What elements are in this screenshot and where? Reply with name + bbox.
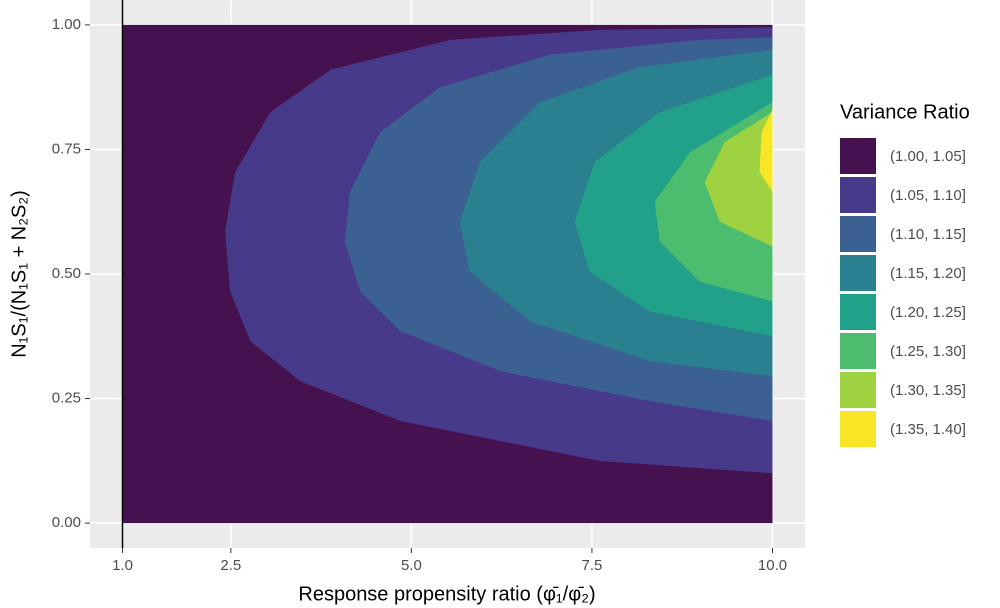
y-tick-label: 1.00 <box>52 16 81 33</box>
legend-label: (1.00, 1.05] <box>890 148 966 165</box>
legend-label: (1.15, 1.20] <box>890 265 966 282</box>
legend-key <box>840 177 876 213</box>
contour-band <box>759 109 773 192</box>
x-axis-title: Response propensity ratio (φ̄₁/φ̄₂) <box>298 583 595 605</box>
legend-label: (1.30, 1.35] <box>890 382 966 399</box>
legend-label: (1.10, 1.15] <box>890 226 966 243</box>
x-tick-label: 7.5 <box>582 557 603 574</box>
legend-label: (1.35, 1.40] <box>890 421 966 438</box>
legend-key <box>840 255 876 291</box>
y-tick-label: 0.25 <box>52 390 81 407</box>
y-tick-label: 0.50 <box>52 265 81 282</box>
x-tick-label: 10.0 <box>758 557 787 574</box>
y-tick-label: 0.75 <box>52 140 81 157</box>
y-axis-title: N₁S₁/(N₁S₁ + N₂S₂) <box>8 190 30 358</box>
y-tick-label: 0.00 <box>52 514 81 531</box>
contour-band <box>704 112 773 247</box>
legend-key <box>840 294 876 330</box>
legend-label: (1.20, 1.25] <box>890 304 966 321</box>
legend-label: (1.05, 1.10] <box>890 187 966 204</box>
legend-key <box>840 216 876 252</box>
legend-key <box>840 333 876 369</box>
plot-area <box>121 0 773 548</box>
legend-label: (1.25, 1.30] <box>890 343 966 360</box>
legend-key <box>840 411 876 447</box>
legend-key <box>840 372 876 408</box>
x-tick-label: 1.0 <box>112 557 133 574</box>
legend-title: Variance Ratio <box>840 101 970 123</box>
legend-key <box>840 138 876 174</box>
x-tick-label: 5.0 <box>401 557 422 574</box>
x-tick-label: 2.5 <box>220 557 241 574</box>
